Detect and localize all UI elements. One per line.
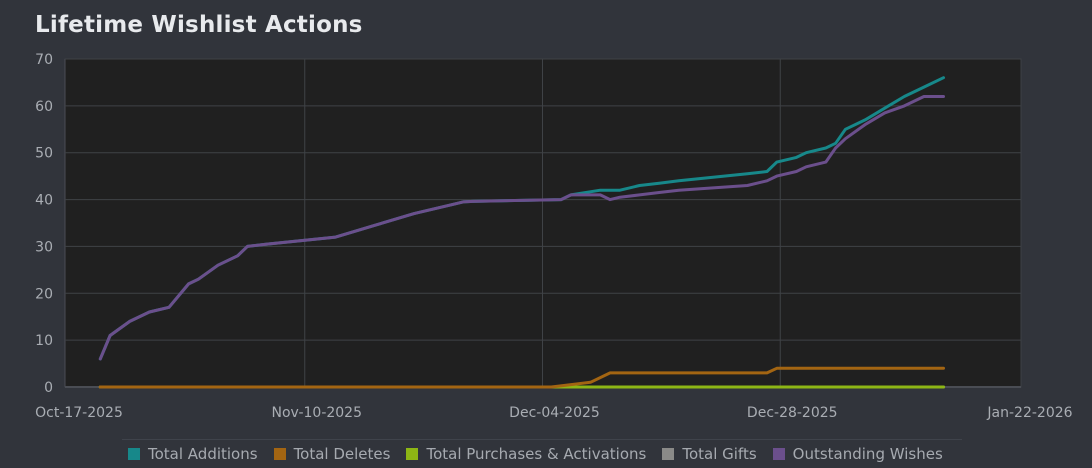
x-tick-label: Dec-04-2025 xyxy=(509,405,600,421)
y-tick-label: 20 xyxy=(35,286,53,302)
legend-swatch xyxy=(662,448,675,460)
y-tick-label: 50 xyxy=(35,146,53,162)
x-axis-ticks: Oct-17-2025 Nov-10-2025 Dec-04-2025 Dec-28-… xyxy=(35,405,1073,421)
y-tick-label: 70 xyxy=(35,52,53,68)
line-chart: 0 10 20 30 40 50 60 70 Oct-17-2025 Nov-10-2025 De… xyxy=(35,52,1073,421)
legend-item[interactable]: Total Purchases & Activations xyxy=(400,445,646,463)
y-tick-label: 0 xyxy=(44,380,53,396)
legend-label: Total Deletes xyxy=(293,445,391,463)
legend-swatch xyxy=(128,448,140,460)
legend-swatch xyxy=(406,448,419,460)
series-lines xyxy=(98,76,945,389)
x-tick-label: Dec-28-2025 xyxy=(747,405,838,421)
y-tick-label: 40 xyxy=(35,193,53,209)
legend-swatch xyxy=(772,448,785,460)
x-tick-label: Oct-17-2025 xyxy=(35,405,123,421)
legend-item[interactable]: Total Gifts xyxy=(656,445,757,463)
legend-label: Total Gifts xyxy=(682,445,757,463)
chart-title: Lifetime Wishlist Actions xyxy=(35,12,363,38)
series-line-outstanding-wishes xyxy=(98,95,945,361)
legend-label: Total Purchases & Activations xyxy=(426,445,647,463)
legend-item[interactable]: Total Deletes xyxy=(268,445,391,463)
x-tick-label: Nov-10-2025 xyxy=(272,405,363,421)
y-axis-ticks: 0 10 20 30 40 50 60 70 xyxy=(35,52,53,396)
legend-item[interactable]: Outstanding Wishes xyxy=(767,445,943,463)
y-tick-label: 10 xyxy=(35,333,53,349)
x-tick-label: Jan-22-2026 xyxy=(986,405,1072,421)
y-tick-label: 60 xyxy=(35,99,53,115)
legend-label: Total Additions xyxy=(148,445,258,463)
legend-item[interactable]: Total Additions xyxy=(122,445,258,463)
legend-swatch xyxy=(273,448,286,460)
y-tick-label: 30 xyxy=(35,239,53,255)
legend-label: Outstanding Wishes xyxy=(792,445,943,463)
series-line-total-deletes xyxy=(98,366,945,389)
chart-legend: Total Additions Total Deletes Total Purcha… xyxy=(122,439,962,468)
